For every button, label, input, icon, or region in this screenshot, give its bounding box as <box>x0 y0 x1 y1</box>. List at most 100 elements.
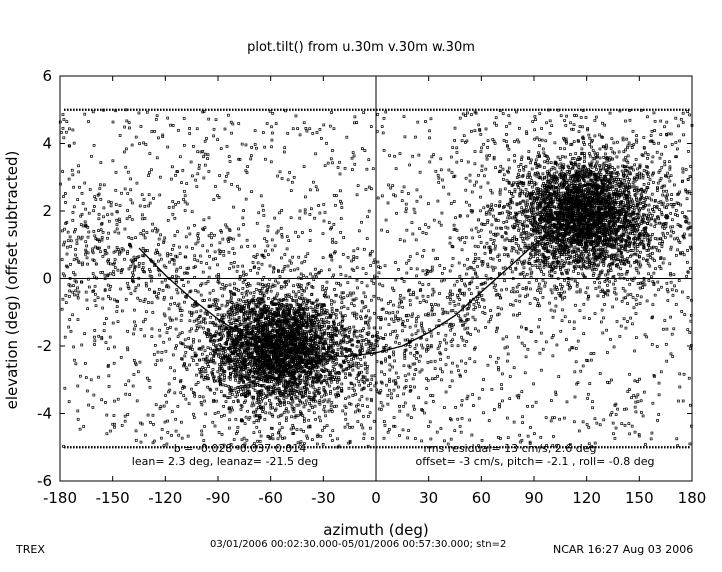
scatter-point <box>598 164 602 167</box>
scatter-point <box>174 346 177 350</box>
scatter-point <box>220 313 224 317</box>
scatter-point <box>200 403 204 407</box>
scatter-point <box>323 308 326 312</box>
scatter-point <box>280 270 284 274</box>
scatter-point <box>199 254 202 258</box>
scatter-point <box>229 364 233 368</box>
scatter-point <box>247 417 251 421</box>
scatter-point <box>304 304 308 308</box>
scatter-point <box>325 311 329 315</box>
scatter-point <box>250 404 254 408</box>
scatter-point <box>397 385 400 389</box>
scatter-point <box>308 401 311 405</box>
scatter-point <box>282 267 286 271</box>
scatter-point <box>347 330 351 334</box>
scatter-point <box>274 337 277 341</box>
scatter-point <box>201 345 205 349</box>
scatter-point <box>292 410 296 413</box>
scatter-point <box>488 212 492 216</box>
scatter-point <box>297 290 301 294</box>
scatter-point <box>266 224 270 228</box>
scatter-point <box>229 372 232 376</box>
scatter-point <box>326 400 330 404</box>
scatter-point <box>348 291 352 295</box>
scatter-point <box>72 284 75 287</box>
scatter-point <box>290 396 294 400</box>
scatter-point <box>586 180 590 184</box>
scatter-point <box>252 301 256 305</box>
scatter-point <box>268 264 272 268</box>
scatter-point <box>221 362 224 366</box>
scatter-point <box>330 306 334 310</box>
scatter-point <box>323 329 327 332</box>
scatter-point <box>254 305 258 309</box>
scatter-point <box>642 169 646 172</box>
scatter-point <box>306 436 309 440</box>
scatter-point <box>299 428 303 432</box>
scatter-point <box>355 345 359 349</box>
scatter-point <box>324 414 327 418</box>
scatter-point <box>509 206 512 210</box>
scatter-point <box>193 351 197 355</box>
scatter-point <box>395 334 399 337</box>
scatter-point <box>617 201 620 204</box>
scatter-point <box>382 420 386 423</box>
scatter-point <box>259 377 263 381</box>
scatter-point <box>282 384 285 388</box>
scatter-point <box>609 266 612 270</box>
scatter-point <box>195 362 199 366</box>
scatter-point <box>346 255 350 259</box>
scatter-point <box>647 219 651 223</box>
scatter-point <box>323 374 327 378</box>
scatter-point <box>208 321 212 325</box>
scatter-point <box>352 357 355 360</box>
scatter-point <box>542 265 546 269</box>
scatter-point <box>128 393 132 396</box>
scatter-point <box>251 401 255 405</box>
scatter-point <box>555 288 559 291</box>
scatter-point <box>576 272 580 275</box>
scatter-point <box>297 378 301 382</box>
scatter-point <box>269 403 273 407</box>
scatter-point <box>183 338 187 342</box>
scatter-point <box>341 253 345 256</box>
scatter-point <box>289 402 293 406</box>
scatter-point <box>641 176 645 180</box>
scatter-point <box>335 376 338 380</box>
scatter-point <box>316 370 320 373</box>
scatter-point <box>253 388 257 392</box>
scatter-point <box>327 332 330 335</box>
scatter-point <box>593 280 597 284</box>
scatter-point <box>523 192 526 196</box>
scatter-point <box>331 356 335 360</box>
scatter-point <box>219 356 222 359</box>
scatter-point <box>126 348 130 352</box>
scatter-point <box>328 384 331 388</box>
scatter-point <box>362 327 366 331</box>
scatter-point <box>221 372 225 376</box>
scatter-point <box>267 297 270 300</box>
scatter-point <box>277 380 281 384</box>
scatter-point <box>391 365 394 369</box>
scatter-point <box>246 366 250 370</box>
scatter-point <box>338 331 341 335</box>
scatter-point <box>245 293 249 297</box>
scatter-point <box>198 395 202 398</box>
scatter-point <box>119 287 123 291</box>
scatter-point <box>322 386 326 389</box>
scatter-point <box>277 318 280 321</box>
scatter-point <box>271 433 275 437</box>
scatter-point <box>302 365 306 368</box>
scatter-point <box>233 356 237 359</box>
scatter-point <box>281 437 284 440</box>
scatter-point <box>411 232 415 236</box>
scatter-point <box>271 437 275 441</box>
scatter-point <box>242 401 246 404</box>
scatter-point <box>336 343 340 347</box>
scatter-point <box>307 315 310 318</box>
scatter-point <box>301 329 305 333</box>
scatter-point <box>93 299 97 302</box>
scatter-point <box>336 348 340 351</box>
scatter-point <box>422 249 426 252</box>
